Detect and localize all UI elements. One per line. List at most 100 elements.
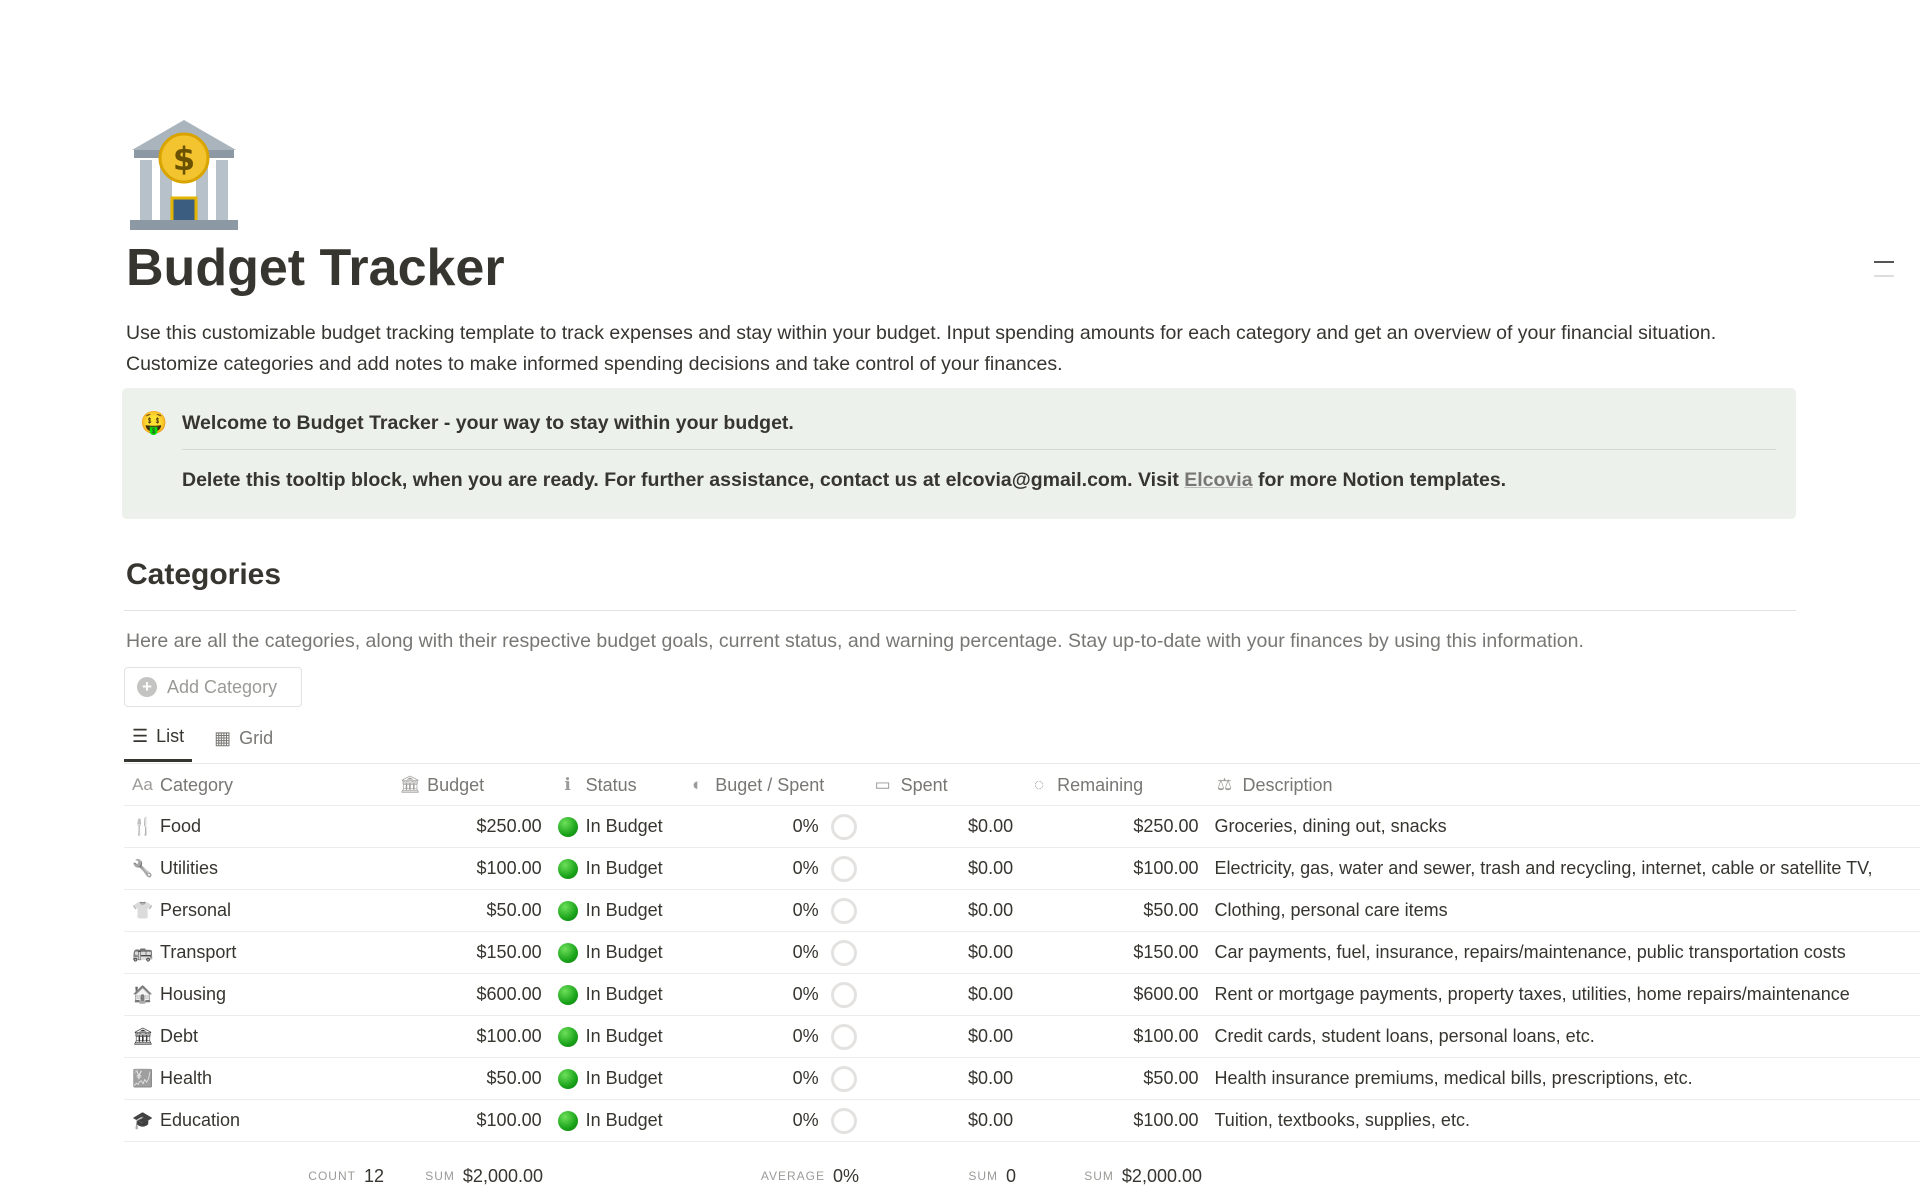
category-cell[interactable]: 🍴 Food [124, 816, 391, 837]
table-row[interactable]: 🎓 Education $100.00 In Budget 0% $0.00 $100.00… [124, 1100, 1920, 1142]
spent-cell[interactable]: $0.00 [968, 858, 1014, 878]
progress-ring [830, 1065, 857, 1092]
ratio-average[interactable]: AVERAGE 0% [681, 1166, 867, 1187]
count-summary[interactable]: COUNT 12 [124, 1166, 392, 1187]
category-cell[interactable]: 🔧 Utilities [124, 858, 391, 879]
header-label: Budget [427, 774, 485, 795]
table-of-contents-toggle[interactable] [1874, 261, 1894, 289]
status-cell[interactable]: In Budget [550, 1026, 680, 1047]
column-header-remaining[interactable]: ◌ Remaining [1021, 775, 1206, 796]
budget-sum[interactable]: SUM $2,000.00 [392, 1166, 551, 1187]
ratio-cell[interactable]: 0% [679, 939, 864, 966]
tab-grid[interactable]: ▦ Grid [206, 722, 281, 762]
tab-label: List [156, 726, 185, 746]
budget-cell[interactable]: $100.00 [476, 858, 542, 878]
average-value: 0% [832, 1165, 859, 1186]
category-cell[interactable]: 🎓 Education [124, 1110, 391, 1131]
ratio-cell[interactable]: 0% [679, 897, 864, 924]
table-row[interactable]: 🏛 Debt $100.00 In Budget 0% $0.00 $100.00 Credi… [124, 1016, 1920, 1058]
remaining-cell[interactable]: $50.00 [1143, 900, 1199, 920]
add-category-button[interactable]: + Add Category [124, 667, 302, 707]
table-row[interactable]: 🍴 Food $250.00 In Budget 0% $0.00 $250.00 Groce… [124, 806, 1920, 848]
table-row[interactable]: 👕 Personal $50.00 In Budget 0% $0.00 $50.00 Clo… [124, 890, 1920, 932]
spent-cell[interactable]: $0.00 [968, 984, 1014, 1004]
tab-list[interactable]: ☰ List [124, 722, 193, 762]
description-cell[interactable]: Credit cards, student loans, personal lo… [1214, 1026, 1595, 1046]
category-name[interactable]: Debt [160, 1026, 199, 1046]
spent-cell[interactable]: $0.00 [968, 942, 1014, 962]
description-cell[interactable]: Health insurance premiums, medical bills… [1214, 1068, 1693, 1088]
category-name[interactable]: Health [160, 1068, 213, 1088]
category-name[interactable]: Food [160, 816, 202, 836]
column-header-category[interactable]: Aa Category [124, 775, 391, 796]
fork-knife-icon: 🍴 [132, 816, 154, 836]
status-cell[interactable]: In Budget [550, 984, 680, 1005]
status-cell[interactable]: In Budget [550, 816, 680, 837]
sum-value: $2,000.00 [1121, 1165, 1202, 1186]
remaining-cell[interactable]: $50.00 [1143, 1068, 1199, 1088]
table-row[interactable]: 💹 Health $50.00 In Budget 0% $0.00 $50.00 Healt… [124, 1058, 1920, 1100]
description-cell[interactable]: Electricity, gas, water and sewer, trash… [1214, 858, 1873, 878]
budget-cell[interactable]: $100.00 [476, 1110, 542, 1130]
spent-cell[interactable]: $0.00 [968, 1026, 1014, 1046]
status-cell[interactable]: In Budget [550, 900, 680, 921]
description-cell[interactable]: Tuition, textbooks, supplies, etc. [1214, 1110, 1470, 1130]
description-cell[interactable]: Clothing, personal care items [1214, 900, 1448, 920]
budget-cell[interactable]: $50.00 [486, 1068, 542, 1088]
description-cell[interactable]: Groceries, dining out, snacks [1214, 816, 1447, 836]
budget-cell[interactable]: $150.00 [476, 942, 542, 962]
spent-cell[interactable]: $0.00 [968, 1068, 1014, 1088]
category-cell[interactable]: 🚌 Transport [124, 942, 391, 963]
remaining-cell[interactable]: $250.00 [1133, 816, 1199, 836]
budget-cell[interactable]: $100.00 [476, 1026, 542, 1046]
category-cell[interactable]: 🏠 Housing [124, 984, 391, 1005]
ratio-cell[interactable]: 0% [679, 1107, 864, 1134]
category-cell[interactable]: 💹 Health [124, 1068, 391, 1089]
status-cell[interactable]: In Budget [550, 1068, 680, 1089]
column-header-status[interactable]: ℹ Status [550, 775, 680, 796]
table-row[interactable]: 🔧 Utilities $100.00 In Budget 0% $0.00 $100.00… [124, 848, 1920, 890]
ratio-value: 0% [792, 1068, 819, 1088]
budget-cell[interactable]: $50.00 [486, 900, 542, 920]
category-name[interactable]: Transport [160, 942, 237, 962]
column-header-budget[interactable]: 🏛 Budget [391, 775, 550, 796]
green-circle-icon [557, 1068, 578, 1089]
remaining-cell[interactable]: $150.00 [1133, 942, 1199, 962]
ratio-cell[interactable]: 0% [679, 813, 864, 840]
category-name[interactable]: Education [160, 1110, 241, 1130]
bus-icon: 🚌 [132, 942, 154, 962]
budget-cell[interactable]: $250.00 [476, 816, 542, 836]
ratio-cell[interactable]: 0% [679, 1065, 864, 1092]
tab-label: Grid [239, 727, 274, 748]
remaining-cell[interactable]: $600.00 [1133, 984, 1199, 1004]
spent-cell[interactable]: $0.00 [968, 1110, 1014, 1130]
category-cell[interactable]: 👕 Personal [124, 900, 391, 921]
remaining-sum[interactable]: SUM $2,000.00 [1024, 1166, 1210, 1187]
status-cell[interactable]: In Budget [550, 1110, 680, 1131]
column-header-description[interactable]: ⚖ Description [1206, 775, 1920, 796]
category-name[interactable]: Utilities [160, 858, 219, 878]
table-row[interactable]: 🏠 Housing $600.00 In Budget 0% $0.00 $600.00 Re… [124, 974, 1920, 1016]
spent-cell[interactable]: $0.00 [968, 816, 1014, 836]
category-name[interactable]: Personal [160, 900, 232, 920]
category-name[interactable]: Housing [160, 984, 227, 1004]
elcovia-link[interactable]: Elcovia [1184, 469, 1253, 491]
remaining-cell[interactable]: $100.00 [1133, 1026, 1199, 1046]
category-cell[interactable]: 🏛 Debt [124, 1026, 391, 1047]
spent-sum[interactable]: SUM 0 [867, 1166, 1024, 1187]
ratio-cell[interactable]: 0% [679, 855, 864, 882]
table-row[interactable]: 🚌 Transport $150.00 In Budget 0% $0.00 $150.00… [124, 932, 1920, 974]
column-header-spent[interactable]: ▭ Spent [865, 775, 1022, 796]
ratio-cell[interactable]: 0% [679, 981, 864, 1008]
status-cell[interactable]: In Budget [550, 942, 680, 963]
status-cell[interactable]: In Budget [550, 858, 680, 879]
budget-cell[interactable]: $600.00 [476, 984, 542, 1004]
remaining-cell[interactable]: $100.00 [1133, 1110, 1199, 1130]
description-cell[interactable]: Car payments, fuel, insurance, repairs/m… [1214, 942, 1846, 962]
spent-cell[interactable]: $0.00 [968, 900, 1014, 920]
description-cell[interactable]: Rent or mortgage payments, property taxe… [1214, 984, 1850, 1004]
remaining-cell[interactable]: $100.00 [1133, 858, 1199, 878]
ratio-value: 0% [792, 984, 819, 1004]
ratio-cell[interactable]: 0% [679, 1023, 864, 1050]
column-header-ratio[interactable]: ◐ Buget / Spent [679, 775, 864, 796]
